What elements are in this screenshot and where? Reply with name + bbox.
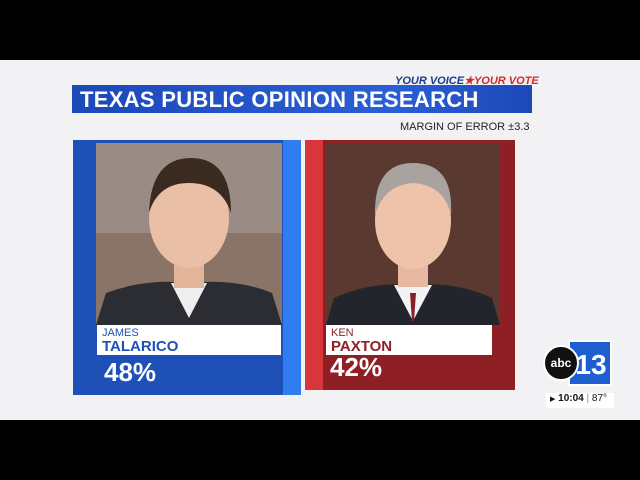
tagline-right: YOUR VOTE bbox=[473, 75, 539, 87]
panel-stripe bbox=[305, 140, 323, 390]
candidate-photo bbox=[96, 143, 282, 325]
time: 10:04 bbox=[558, 393, 584, 404]
candidate-photo bbox=[326, 143, 500, 325]
logo-number: 13 bbox=[575, 349, 606, 380]
name-box bbox=[326, 325, 492, 355]
first-name: JAMES bbox=[102, 327, 139, 339]
last-name: TALARICO bbox=[102, 338, 179, 355]
margin-of-error: MARGIN OF ERROR ±3.3 bbox=[400, 121, 530, 133]
play-icon: ▶ bbox=[550, 396, 556, 403]
percent: 48% bbox=[104, 357, 157, 387]
separator: | bbox=[586, 393, 590, 404]
temperature: 87° bbox=[591, 393, 608, 404]
panel-stripe bbox=[283, 140, 301, 395]
tagline: YOUR VOICE★YOUR VOTE bbox=[395, 74, 539, 87]
time-temp-bar: ▶ 10:04 | 87° bbox=[546, 393, 614, 408]
logo-abc: abc bbox=[551, 356, 572, 370]
tagline-left: YOUR VOICE bbox=[395, 75, 465, 87]
title: TEXAS PUBLIC OPINION RESEARCH bbox=[80, 87, 479, 112]
tagline-star: ★ bbox=[464, 75, 474, 87]
title-banner bbox=[72, 85, 532, 113]
name-box bbox=[97, 325, 281, 355]
last-name: PAXTON bbox=[331, 338, 393, 355]
station-logo: abc 13 bbox=[543, 340, 612, 386]
first-name: KEN bbox=[331, 327, 354, 339]
percent: 42% bbox=[330, 352, 383, 382]
